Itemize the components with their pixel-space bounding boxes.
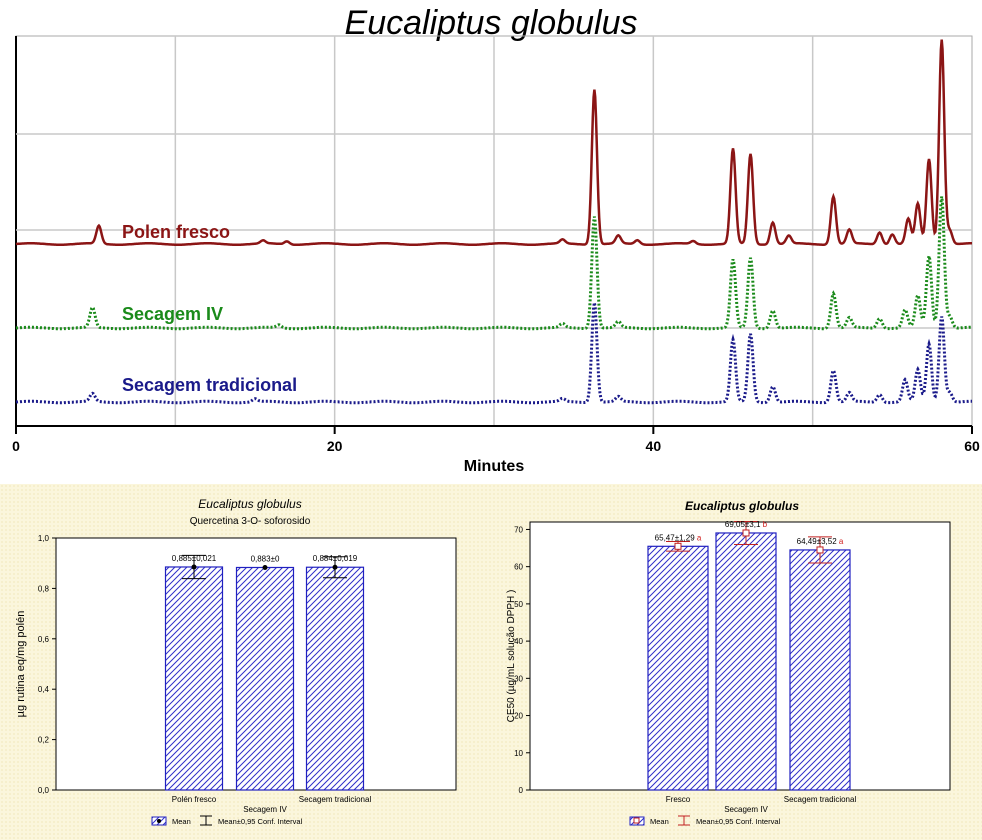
y-tick-label: 0,2 bbox=[38, 736, 50, 745]
x-tick-label: 0 bbox=[12, 438, 20, 454]
mean-marker bbox=[742, 529, 750, 537]
x-tick-label: 20 bbox=[327, 438, 343, 454]
chromatogram-x-label: Minutes bbox=[464, 458, 525, 475]
bar-chart-title: Eucaliptus globulus bbox=[685, 499, 799, 513]
y-tick-label: 30 bbox=[514, 674, 523, 683]
bar-chart-title: Eucaliptus globulus bbox=[198, 497, 301, 511]
mean-marker bbox=[816, 546, 824, 554]
value-label: 0,884±0,019 bbox=[313, 554, 358, 563]
series-label-1: Polen fresco bbox=[122, 222, 230, 242]
y-axis-label: µg rutina eq/mg polén bbox=[15, 611, 27, 718]
chromatogram-series-labels: Polen fresco Secagem IV Secagem tradiciona… bbox=[122, 222, 297, 395]
y-tick-label: 0,8 bbox=[38, 584, 50, 593]
bar-1 bbox=[164, 566, 224, 791]
y-tick-label: 0 bbox=[519, 786, 524, 795]
bar-1 bbox=[647, 545, 709, 791]
bar-3 bbox=[789, 549, 851, 791]
y-tick-label: 40 bbox=[514, 637, 523, 646]
x-tick-label: 60 bbox=[964, 438, 980, 454]
mean-marker bbox=[191, 564, 197, 570]
y-tick-label: 70 bbox=[514, 525, 523, 534]
bar-2 bbox=[235, 566, 295, 791]
legend-mean-marker bbox=[157, 819, 161, 823]
bar-3 bbox=[305, 566, 365, 791]
series-line-2 bbox=[15, 196, 972, 331]
category-label: Secagem tradicional bbox=[299, 795, 372, 804]
series-line-3 bbox=[15, 302, 972, 405]
y-tick-label: 0,6 bbox=[38, 635, 50, 644]
mean-marker bbox=[332, 564, 338, 570]
chromatogram-x-axis: 0 20 40 60 bbox=[12, 425, 980, 454]
y-tick-label: 20 bbox=[514, 712, 523, 721]
y-tick-label: 60 bbox=[514, 563, 523, 572]
legend-mean-label: Mean bbox=[650, 817, 669, 826]
x-axis-label: Secagem IV bbox=[243, 805, 287, 814]
x-axis-label: Secagem IV bbox=[724, 805, 768, 814]
category-label: Fresco bbox=[666, 795, 691, 804]
legend-mean-marker bbox=[633, 817, 640, 824]
x-tick-label: 40 bbox=[646, 438, 662, 454]
legend-interval-label: Mean±0,95 Conf. Interval bbox=[696, 817, 780, 826]
value-label: 65,47±1,29 a bbox=[655, 533, 702, 542]
value-label: 0,885±0,021 bbox=[172, 554, 217, 563]
legend-mean-label: Mean bbox=[172, 817, 191, 826]
quercetin-bar-chart: Eucaliptus globulus Quercetina 3-O- sofor… bbox=[15, 497, 457, 826]
legend-interval-label: Mean±0,95 Conf. Interval bbox=[218, 817, 302, 826]
series-line-1 bbox=[15, 39, 972, 246]
bar-2 bbox=[715, 532, 777, 791]
value-label: 69,05±3,1 b bbox=[725, 520, 768, 529]
y-tick-label: 10 bbox=[514, 749, 523, 758]
dpph-bar-chart: Eucaliptus globulus 0 10 20 30 40 50 60 70 CE50 (… bbox=[506, 499, 951, 826]
y-tick-label: 50 bbox=[514, 600, 523, 609]
y-axis-label: CE50 (µg/mL solução DPPH ) bbox=[506, 590, 517, 723]
y-tick-label: 1,0 bbox=[38, 534, 50, 543]
series-label-3: Secagem tradicional bbox=[122, 375, 297, 395]
series-label-2: Secagem IV bbox=[122, 304, 223, 324]
category-label: Polén fresco bbox=[172, 795, 217, 804]
category-label: Secagem tradicional bbox=[784, 795, 857, 804]
mean-marker bbox=[262, 564, 268, 570]
mean-marker bbox=[674, 542, 682, 550]
value-label: 0,883±0 bbox=[251, 554, 280, 563]
bar-chart-subtitle: Quercetina 3-O- soforosido bbox=[190, 516, 311, 527]
chromatogram-chart: Polen fresco Secagem IV Secagem tradiciona… bbox=[12, 35, 980, 475]
y-tick-label: 0,4 bbox=[38, 685, 50, 694]
chromatogram-series bbox=[15, 39, 972, 405]
value-label: 64,49±3,52 a bbox=[797, 537, 844, 546]
y-tick-label: 0,0 bbox=[38, 786, 50, 795]
